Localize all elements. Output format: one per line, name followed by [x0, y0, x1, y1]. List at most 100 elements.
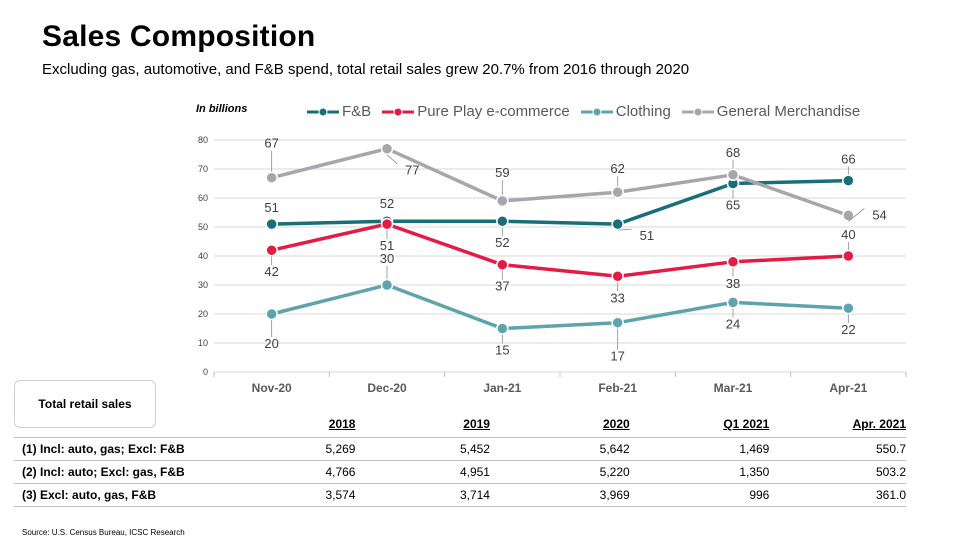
- x-tick-label: Feb-21: [598, 381, 637, 395]
- data-label: 51: [380, 238, 394, 253]
- table-cell: 996: [749, 488, 770, 502]
- data-label: 52: [380, 196, 394, 211]
- legend-label: Clothing: [615, 103, 671, 120]
- data-point: [611, 217, 624, 231]
- data-point: [265, 307, 278, 321]
- data-label: 30: [380, 251, 394, 266]
- table-header-row: 2018 2019 2020 Q1 2021 Apr. 2021: [14, 415, 906, 438]
- series-line: [271, 178, 849, 226]
- data-point: [726, 255, 740, 269]
- x-tick-label: Jan-21: [483, 381, 521, 395]
- legend-item-pure-play: Pure Play e-commerce: [381, 103, 570, 120]
- page-subtitle: Excluding gas, automotive, and F&B spend…: [42, 61, 690, 78]
- data-label: 17: [610, 349, 624, 364]
- table-cell: 4,766: [325, 465, 356, 479]
- page-title: Sales Composition: [42, 20, 316, 53]
- data-point: [611, 185, 624, 199]
- data-label: 15: [495, 343, 509, 358]
- leader-line: [386, 154, 398, 164]
- leader-line: [617, 228, 632, 231]
- data-label: 42: [264, 264, 278, 279]
- table-row: (3) Excl: auto, gas, F&B 3,574 3,714 3,9…: [14, 483, 906, 507]
- legend-marker-icon: [307, 107, 339, 116]
- data-point: [380, 278, 394, 292]
- chart-legend: F&B Pure Play e-commerce Clothing Genera…: [306, 103, 860, 120]
- data-point: [380, 142, 394, 155]
- table-cell: 5,220: [599, 465, 630, 479]
- row-label: (3) Excl: auto, gas, F&B: [22, 488, 157, 502]
- table-header: Q1 2021: [723, 417, 770, 431]
- legend-label: General Merchandise: [716, 103, 861, 120]
- y-tick-label: 50: [198, 222, 208, 232]
- table-row: (1) Incl: auto, gas; Excl: F&B 5,269 5,4…: [14, 437, 906, 461]
- table-cell: 1,350: [739, 465, 770, 479]
- data-point: [265, 243, 278, 257]
- series-line: [271, 222, 849, 279]
- sales-table: 2018 2019 2020 Q1 2021 Apr. 2021 (1) Inc…: [14, 415, 906, 507]
- data-label: 37: [495, 279, 509, 294]
- series-line: [271, 146, 849, 218]
- table-row: (2) Incl: auto; Excl: gas, F&B 4,766 4,9…: [14, 460, 906, 484]
- data-point: [496, 214, 509, 228]
- data-label: 52: [495, 235, 509, 250]
- table-cell: 1,469: [739, 442, 770, 456]
- data-label: 65: [726, 198, 740, 213]
- data-point: [496, 322, 509, 335]
- leader-line: [848, 208, 865, 222]
- row-label: (2) Incl: auto; Excl: gas, F&B: [22, 465, 185, 479]
- data-label: 54: [872, 207, 886, 222]
- data-label: 66: [841, 152, 855, 167]
- legend-marker-icon: [382, 107, 415, 116]
- table-cell: 361.0: [875, 488, 906, 502]
- x-tick-label: Apr-21: [829, 381, 867, 395]
- data-point: [380, 217, 394, 231]
- table-header-blank: [14, 415, 252, 438]
- data-point: [842, 209, 855, 222]
- table-cell: 503.2: [875, 465, 906, 479]
- table-cell: 5,452: [459, 442, 490, 456]
- legend-item-fnb: F&B: [306, 103, 371, 120]
- x-tick-label: Mar-21: [714, 381, 753, 395]
- table-cell: 3,574: [325, 488, 356, 502]
- legend-marker-icon: [681, 107, 714, 116]
- data-point: [611, 316, 624, 329]
- data-point: [265, 171, 278, 184]
- total-retail-sales-label: Total retail sales: [38, 397, 132, 411]
- data-label: 62: [610, 161, 624, 176]
- data-point: [265, 217, 278, 231]
- table-cell: 4,951: [459, 465, 490, 479]
- data-label: 51: [264, 200, 278, 215]
- y-tick-label: 60: [198, 193, 208, 203]
- x-tick-label: Dec-20: [367, 381, 407, 395]
- y-tick-label: 70: [198, 164, 208, 174]
- data-label: 67: [264, 136, 278, 151]
- data-point: [496, 194, 509, 208]
- units-label: In billions: [196, 103, 248, 115]
- data-label: 20: [264, 336, 278, 351]
- data-label: 51: [640, 228, 654, 243]
- data-label: 77: [405, 163, 419, 178]
- table-header: 2018: [328, 417, 356, 431]
- data-label: 38: [726, 276, 740, 291]
- y-tick-label: 30: [198, 280, 208, 290]
- row-label: (1) Incl: auto, gas; Excl: F&B: [22, 442, 185, 456]
- data-point: [726, 168, 740, 182]
- data-label: 22: [841, 322, 855, 337]
- legend-label: Pure Play e-commerce: [417, 103, 570, 120]
- legend-item-clothing: Clothing: [580, 103, 671, 120]
- data-point: [842, 301, 855, 315]
- legend-item-general-merchandise: General Merchandise: [681, 103, 860, 120]
- data-label: 59: [495, 165, 509, 180]
- table-cell: 3,969: [599, 488, 630, 502]
- data-point: [842, 174, 855, 187]
- data-label: 24: [726, 316, 740, 331]
- legend-marker-icon: [580, 107, 613, 116]
- data-label: 33: [610, 290, 624, 305]
- data-point: [726, 296, 740, 309]
- data-point: [611, 270, 624, 283]
- y-tick-label: 0: [203, 367, 208, 377]
- legend-label: F&B: [342, 103, 372, 120]
- table-header: 2020: [602, 417, 630, 431]
- series-line: [271, 283, 849, 331]
